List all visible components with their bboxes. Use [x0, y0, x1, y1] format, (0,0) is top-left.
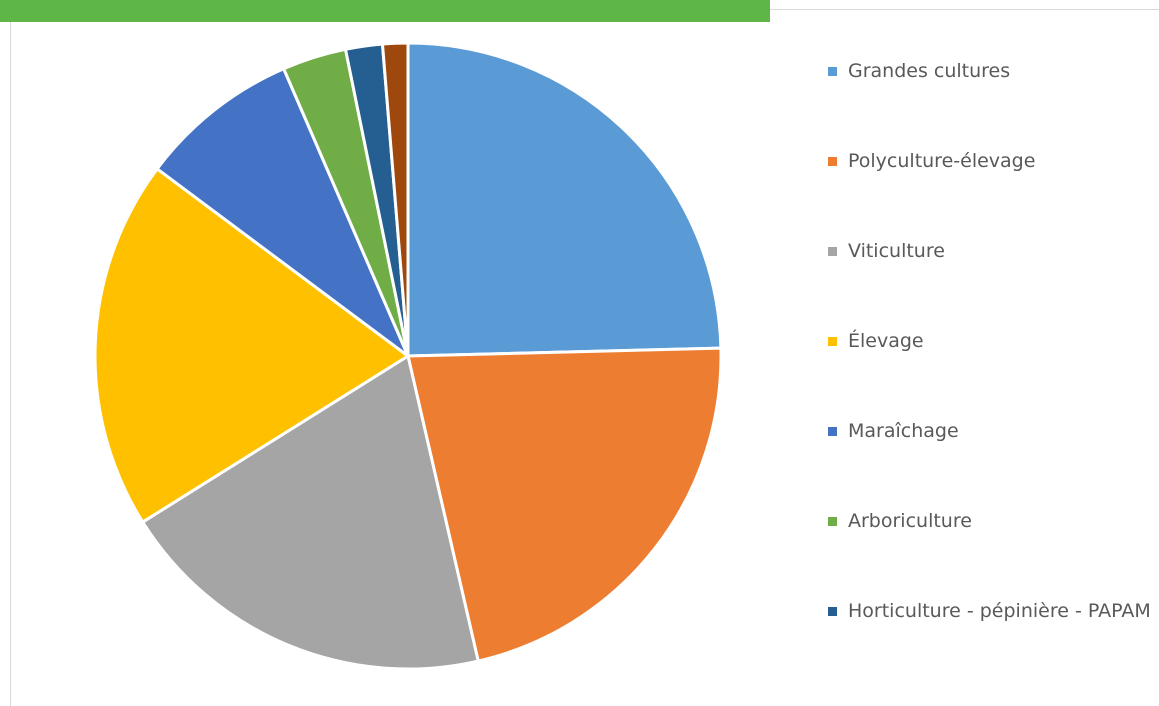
legend-label: Polyculture-élevage [848, 150, 1036, 172]
legend-label: Élevage [848, 330, 924, 352]
legend-label: Arboriculture [848, 510, 972, 532]
legend-item: Grandes cultures [828, 52, 1158, 90]
legend-swatch [828, 607, 837, 616]
pie-slice [406, 346, 723, 663]
frame-line [10, 22, 11, 706]
pie-slice [141, 354, 480, 671]
legend-swatch [828, 157, 837, 166]
header-banner [0, 0, 770, 22]
legend-label: Grandes cultures [848, 60, 1011, 82]
legend-item: Viticulture [828, 232, 1158, 270]
legend-label: Viticulture [848, 240, 945, 262]
pie-slice [93, 167, 410, 524]
pie-slice [155, 67, 410, 358]
legend-swatch [828, 247, 837, 256]
legend-label: Maraîchage [848, 420, 959, 442]
legend-swatch [828, 337, 837, 346]
legend-item: Maraîchage [828, 412, 1158, 450]
legend-item: Arboriculture [828, 502, 1158, 540]
legend-item: Horticulture - pépinière - PAPAM [828, 592, 1158, 630]
legend-swatch [828, 517, 837, 526]
pie-slice [380, 41, 410, 358]
pie-slice [406, 41, 723, 358]
frame-line [770, 9, 1159, 10]
legend-swatch [828, 427, 837, 436]
legend-label: Horticulture - pépinière - PAPAM [848, 600, 1151, 622]
chart [93, 41, 723, 671]
legend-item: Polyculture-élevage [828, 142, 1158, 180]
legend-item: Élevage [828, 322, 1158, 360]
legend-swatch [828, 67, 837, 76]
